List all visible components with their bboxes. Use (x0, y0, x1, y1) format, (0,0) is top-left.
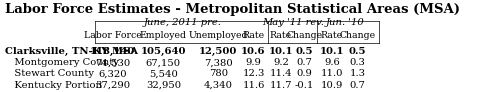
Text: 10.1: 10.1 (320, 47, 344, 56)
Text: Clarksville, TN-KY MSA: Clarksville, TN-KY MSA (5, 47, 138, 56)
Text: Rate: Rate (242, 31, 264, 40)
Text: Rate: Rate (321, 31, 343, 40)
Text: Labor Force Estimates - Metropolitan Statistical Areas (MSA): Labor Force Estimates - Metropolitan Sta… (5, 3, 460, 16)
Text: Montgomery County: Montgomery County (5, 58, 119, 67)
Text: -0.1: -0.1 (295, 81, 314, 90)
Text: May '11 rev.: May '11 rev. (262, 18, 324, 27)
Text: 10.6: 10.6 (241, 47, 266, 56)
Text: Jun. '10: Jun. '10 (325, 18, 364, 27)
Text: 0.5: 0.5 (296, 47, 313, 56)
Text: 0.9: 0.9 (297, 69, 312, 78)
Text: Stewart County: Stewart County (5, 69, 94, 78)
Text: 11.0: 11.0 (321, 69, 343, 78)
Text: 6,320: 6,320 (98, 69, 127, 78)
Text: 0.7: 0.7 (349, 81, 365, 90)
Text: 32,950: 32,950 (146, 81, 181, 90)
Text: Unemployed: Unemployed (189, 31, 248, 40)
Text: Labor Force: Labor Force (84, 31, 141, 40)
Text: 12.3: 12.3 (242, 69, 264, 78)
Text: 5,540: 5,540 (149, 69, 178, 78)
Text: 10.1: 10.1 (269, 47, 293, 56)
Text: 11.7: 11.7 (270, 81, 292, 90)
Text: 118,140: 118,140 (90, 47, 135, 56)
Text: 0.7: 0.7 (297, 58, 312, 67)
Text: 9.2: 9.2 (273, 58, 289, 67)
Text: Kentucky Portion: Kentucky Portion (5, 81, 102, 90)
Text: Rate: Rate (270, 31, 292, 40)
Text: Change: Change (287, 31, 323, 40)
Text: 0.5: 0.5 (348, 47, 366, 56)
Text: 780: 780 (209, 69, 228, 78)
Text: June, 2011 pre.: June, 2011 pre. (144, 18, 222, 27)
Text: 0.3: 0.3 (349, 58, 365, 67)
Text: 105,640: 105,640 (141, 47, 186, 56)
Text: 4,340: 4,340 (204, 81, 233, 90)
Text: 37,290: 37,290 (95, 81, 130, 90)
Text: 9.9: 9.9 (246, 58, 262, 67)
Text: Employed: Employed (140, 31, 187, 40)
Text: 11.4: 11.4 (270, 69, 292, 78)
Text: 10.9: 10.9 (321, 81, 343, 90)
Text: 67,150: 67,150 (146, 58, 181, 67)
Text: 1.3: 1.3 (349, 69, 365, 78)
Text: 7,380: 7,380 (204, 58, 233, 67)
Text: 9.6: 9.6 (324, 58, 340, 67)
Text: Change: Change (339, 31, 375, 40)
Text: 74,530: 74,530 (95, 58, 130, 67)
Text: 11.6: 11.6 (242, 81, 264, 90)
Text: 12,500: 12,500 (199, 47, 238, 56)
